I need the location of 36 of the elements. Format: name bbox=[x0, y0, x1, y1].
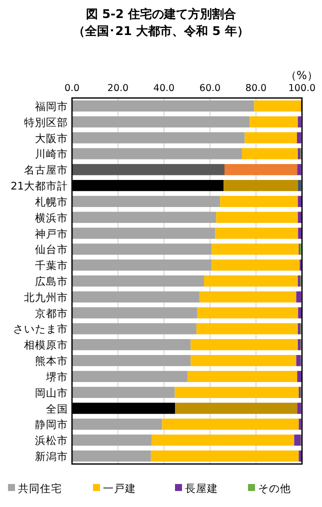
subtitle: （全国･21 大都市、令和 5 年） bbox=[73, 24, 249, 38]
x-tick-label: 20.0 bbox=[107, 83, 129, 94]
title: 図 5-2 住宅の建て方別割合 bbox=[86, 7, 236, 21]
category: 21大都市計 bbox=[10, 180, 68, 193]
category: 熊本市 bbox=[35, 356, 68, 368]
x-tick-label: 0.0 bbox=[64, 83, 80, 94]
category: 京都市 bbox=[35, 308, 68, 320]
category: 大阪市 bbox=[35, 132, 68, 145]
category: 静岡市 bbox=[35, 419, 68, 432]
x-tick-label: 80.0 bbox=[245, 83, 267, 94]
category: 岡山市 bbox=[35, 387, 68, 400]
category: 札幌市 bbox=[35, 196, 68, 208]
category: 全国 bbox=[46, 403, 68, 416]
category: 千葉市 bbox=[35, 260, 68, 272]
category: 横浜市 bbox=[35, 212, 68, 224]
x-tick-label: 60.0 bbox=[199, 83, 221, 94]
category: 浜松市 bbox=[35, 435, 68, 448]
category: 特別区部 bbox=[24, 116, 68, 129]
category: 仙台市 bbox=[35, 244, 68, 256]
category: 川崎市 bbox=[35, 148, 68, 161]
category: 福岡市 bbox=[35, 100, 68, 113]
category: 新潟市 bbox=[35, 451, 68, 464]
legend-label: その他 bbox=[258, 483, 291, 495]
legend-label: 共同住宅 bbox=[18, 482, 62, 495]
category: 広島市 bbox=[35, 276, 68, 288]
category: 北九州市 bbox=[24, 292, 68, 304]
xlabel: （%） bbox=[286, 69, 318, 82]
x-tick-label: 40.0 bbox=[153, 83, 175, 94]
category: さいたま市 bbox=[13, 324, 68, 336]
legend-label: 一戸建 bbox=[103, 482, 136, 495]
category: 名古屋市 bbox=[24, 164, 68, 177]
category: 相模原市 bbox=[24, 340, 68, 352]
x-tick-label: 100.0 bbox=[288, 83, 316, 94]
legend-label: 長屋建 bbox=[185, 482, 218, 495]
category: 堺市 bbox=[46, 371, 68, 384]
category: 神戸市 bbox=[35, 228, 68, 240]
